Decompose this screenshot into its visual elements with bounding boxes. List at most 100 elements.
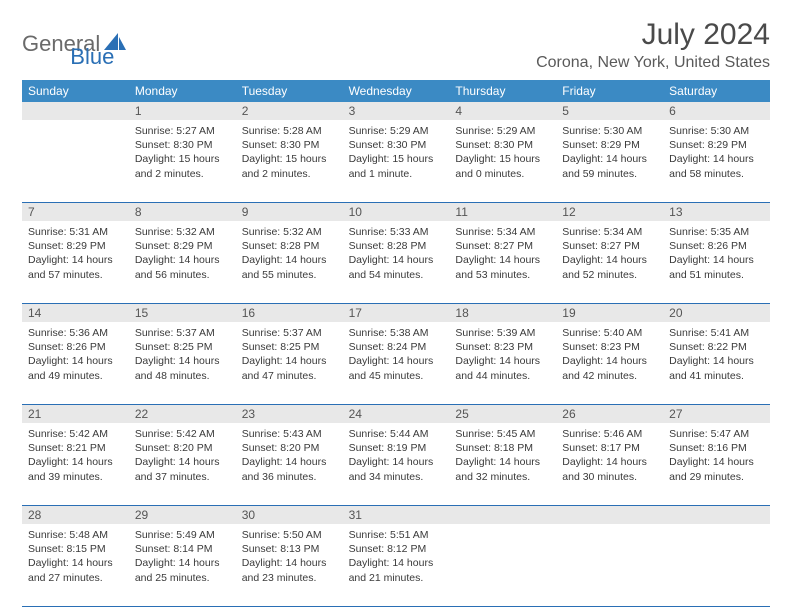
day-cell: Sunrise: 5:31 AMSunset: 8:29 PMDaylight:…	[22, 221, 129, 303]
day-info-line: Daylight: 15 hours	[349, 152, 444, 166]
day-info-line: Sunset: 8:29 PM	[135, 239, 230, 253]
day-cell: Sunrise: 5:32 AMSunset: 8:29 PMDaylight:…	[129, 221, 236, 303]
day-info-line: Daylight: 14 hours	[669, 253, 764, 267]
day-info-line: and 39 minutes.	[28, 470, 123, 484]
day-number: 29	[129, 506, 236, 524]
day-cell: Sunrise: 5:40 AMSunset: 8:23 PMDaylight:…	[556, 322, 663, 404]
week-row: Sunrise: 5:42 AMSunset: 8:21 PMDaylight:…	[22, 423, 770, 506]
day-info-line: Sunset: 8:16 PM	[669, 441, 764, 455]
day-number: 22	[129, 405, 236, 423]
day-info-line: Sunrise: 5:36 AM	[28, 326, 123, 340]
day-info-line: Sunrise: 5:43 AM	[242, 427, 337, 441]
day-number: 10	[343, 203, 450, 221]
day-info-line: Sunrise: 5:48 AM	[28, 528, 123, 542]
day-cell: Sunrise: 5:48 AMSunset: 8:15 PMDaylight:…	[22, 524, 129, 606]
day-info-line: Sunrise: 5:42 AM	[135, 427, 230, 441]
day-info-line: Daylight: 14 hours	[349, 455, 444, 469]
day-cell	[22, 120, 129, 202]
day-info-line: and 30 minutes.	[562, 470, 657, 484]
day-cell: Sunrise: 5:43 AMSunset: 8:20 PMDaylight:…	[236, 423, 343, 505]
day-info-line: and 21 minutes.	[349, 571, 444, 585]
day-info-line: Sunset: 8:21 PM	[28, 441, 123, 455]
day-cell: Sunrise: 5:32 AMSunset: 8:28 PMDaylight:…	[236, 221, 343, 303]
day-info-line: Daylight: 14 hours	[135, 354, 230, 368]
day-cell: Sunrise: 5:42 AMSunset: 8:20 PMDaylight:…	[129, 423, 236, 505]
day-info-line: Sunset: 8:29 PM	[562, 138, 657, 152]
day-info-line: Sunrise: 5:31 AM	[28, 225, 123, 239]
month-title: July 2024	[536, 18, 770, 52]
day-info-line: and 47 minutes.	[242, 369, 337, 383]
day-info-line: Sunset: 8:29 PM	[28, 239, 123, 253]
day-info-line: and 55 minutes.	[242, 268, 337, 282]
day-info-line: and 34 minutes.	[349, 470, 444, 484]
day-info-line: Sunset: 8:30 PM	[242, 138, 337, 152]
day-cell: Sunrise: 5:28 AMSunset: 8:30 PMDaylight:…	[236, 120, 343, 202]
day-info-line: Sunrise: 5:30 AM	[562, 124, 657, 138]
dow-cell: Thursday	[449, 80, 556, 102]
day-info-line: and 36 minutes.	[242, 470, 337, 484]
day-cell: Sunrise: 5:46 AMSunset: 8:17 PMDaylight:…	[556, 423, 663, 505]
day-info-line: and 59 minutes.	[562, 167, 657, 181]
day-info-line: Daylight: 14 hours	[135, 455, 230, 469]
day-number: 15	[129, 304, 236, 322]
day-cell: Sunrise: 5:27 AMSunset: 8:30 PMDaylight:…	[129, 120, 236, 202]
day-info-line: Sunrise: 5:37 AM	[135, 326, 230, 340]
day-info-line: Daylight: 14 hours	[349, 253, 444, 267]
day-info-line: and 56 minutes.	[135, 268, 230, 282]
dow-cell: Tuesday	[236, 80, 343, 102]
day-cell: Sunrise: 5:33 AMSunset: 8:28 PMDaylight:…	[343, 221, 450, 303]
day-cell: Sunrise: 5:29 AMSunset: 8:30 PMDaylight:…	[449, 120, 556, 202]
day-number: 25	[449, 405, 556, 423]
day-number: 7	[22, 203, 129, 221]
day-info-line: and 32 minutes.	[455, 470, 550, 484]
day-info-line: Sunset: 8:24 PM	[349, 340, 444, 354]
day-info-line: Sunset: 8:23 PM	[455, 340, 550, 354]
day-info-line: and 44 minutes.	[455, 369, 550, 383]
day-number: 5	[556, 102, 663, 120]
day-cell: Sunrise: 5:51 AMSunset: 8:12 PMDaylight:…	[343, 524, 450, 606]
day-info-line: Sunrise: 5:30 AM	[669, 124, 764, 138]
day-info-line: Sunrise: 5:41 AM	[669, 326, 764, 340]
daynum-row: 123456	[22, 102, 770, 120]
week-row: Sunrise: 5:31 AMSunset: 8:29 PMDaylight:…	[22, 221, 770, 304]
day-info-line: and 2 minutes.	[135, 167, 230, 181]
day-cell: Sunrise: 5:45 AMSunset: 8:18 PMDaylight:…	[449, 423, 556, 505]
daynum-row: 78910111213	[22, 203, 770, 221]
day-number: 27	[663, 405, 770, 423]
day-info-line: Sunset: 8:30 PM	[135, 138, 230, 152]
day-info-line: Daylight: 14 hours	[669, 455, 764, 469]
day-info-line: Sunset: 8:25 PM	[242, 340, 337, 354]
day-info-line: Daylight: 14 hours	[242, 455, 337, 469]
day-cell: Sunrise: 5:38 AMSunset: 8:24 PMDaylight:…	[343, 322, 450, 404]
day-info-line: and 27 minutes.	[28, 571, 123, 585]
day-info-line: Daylight: 14 hours	[669, 354, 764, 368]
day-info-line: Sunrise: 5:32 AM	[135, 225, 230, 239]
day-info-line: Daylight: 14 hours	[349, 354, 444, 368]
day-cell: Sunrise: 5:34 AMSunset: 8:27 PMDaylight:…	[449, 221, 556, 303]
day-info-line: and 37 minutes.	[135, 470, 230, 484]
day-cell: Sunrise: 5:50 AMSunset: 8:13 PMDaylight:…	[236, 524, 343, 606]
day-info-line: and 2 minutes.	[242, 167, 337, 181]
day-number	[449, 506, 556, 524]
day-info-line: Sunset: 8:12 PM	[349, 542, 444, 556]
day-info-line: Sunset: 8:26 PM	[669, 239, 764, 253]
title-block: July 2024 Corona, New York, United State…	[536, 18, 770, 72]
logo-text-blue: Blue	[70, 44, 114, 70]
dow-cell: Friday	[556, 80, 663, 102]
day-number	[22, 102, 129, 120]
header: General Blue July 2024 Corona, New York,…	[22, 18, 770, 72]
day-number: 26	[556, 405, 663, 423]
day-number: 13	[663, 203, 770, 221]
day-info-line: Daylight: 14 hours	[28, 455, 123, 469]
day-info-line: Daylight: 15 hours	[242, 152, 337, 166]
day-number: 30	[236, 506, 343, 524]
day-info-line: Sunrise: 5:46 AM	[562, 427, 657, 441]
day-cell: Sunrise: 5:29 AMSunset: 8:30 PMDaylight:…	[343, 120, 450, 202]
day-info-line: Daylight: 14 hours	[242, 253, 337, 267]
day-info-line: Sunrise: 5:27 AM	[135, 124, 230, 138]
day-info-line: and 49 minutes.	[28, 369, 123, 383]
day-info-line: and 41 minutes.	[669, 369, 764, 383]
day-info-line: Daylight: 14 hours	[28, 253, 123, 267]
day-number: 21	[22, 405, 129, 423]
logo: General Blue	[22, 18, 114, 70]
